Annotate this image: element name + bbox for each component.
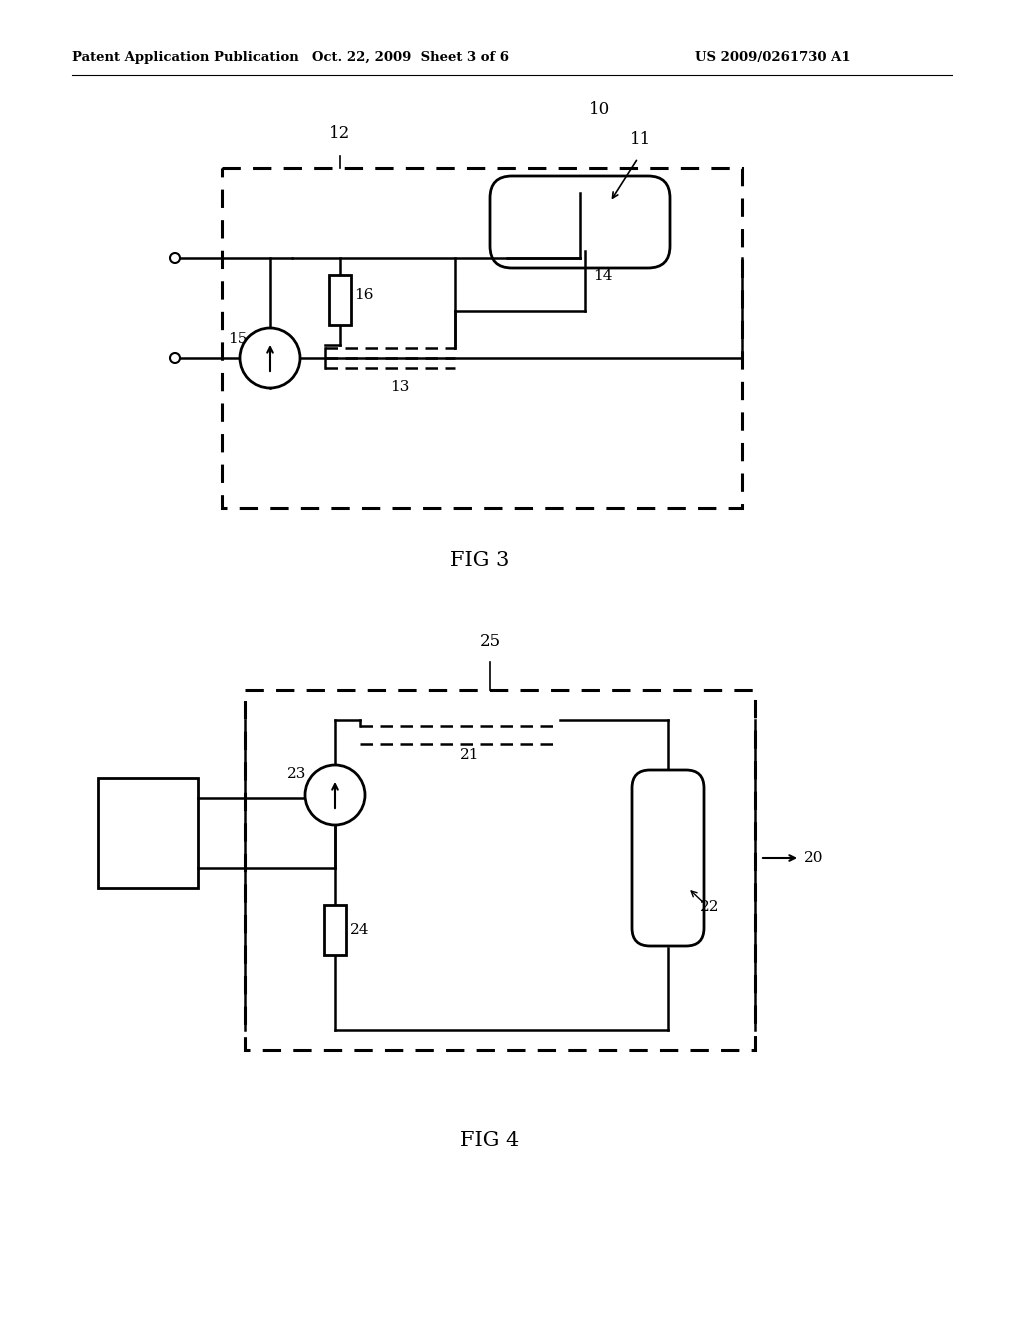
Text: 23: 23 [287, 767, 306, 781]
Text: 24: 24 [350, 923, 370, 937]
Text: 10: 10 [590, 102, 610, 117]
Text: Oct. 22, 2009  Sheet 3 of 6: Oct. 22, 2009 Sheet 3 of 6 [311, 50, 509, 63]
Text: US 2009/0261730 A1: US 2009/0261730 A1 [695, 50, 851, 63]
Circle shape [170, 352, 180, 363]
Text: 16: 16 [354, 288, 374, 302]
Circle shape [305, 766, 365, 825]
Text: Patent Application Publication: Patent Application Publication [72, 50, 299, 63]
Bar [324, 906, 346, 954]
Text: 13: 13 [390, 380, 410, 393]
Bar [98, 777, 198, 888]
Bar [222, 168, 742, 508]
Bar [245, 690, 755, 1049]
Bar [329, 275, 351, 325]
Circle shape [170, 253, 180, 263]
Text: 11: 11 [630, 131, 651, 148]
Text: 15: 15 [228, 333, 248, 346]
Text: 20: 20 [804, 851, 823, 865]
Text: 25: 25 [479, 634, 501, 649]
Text: 12: 12 [330, 125, 350, 143]
Text: 14: 14 [593, 269, 612, 282]
Text: FIG 4: FIG 4 [461, 1130, 519, 1150]
Text: 22: 22 [700, 900, 720, 913]
Text: 21: 21 [460, 748, 479, 762]
Text: FIG 3: FIG 3 [451, 550, 510, 569]
Circle shape [240, 327, 300, 388]
